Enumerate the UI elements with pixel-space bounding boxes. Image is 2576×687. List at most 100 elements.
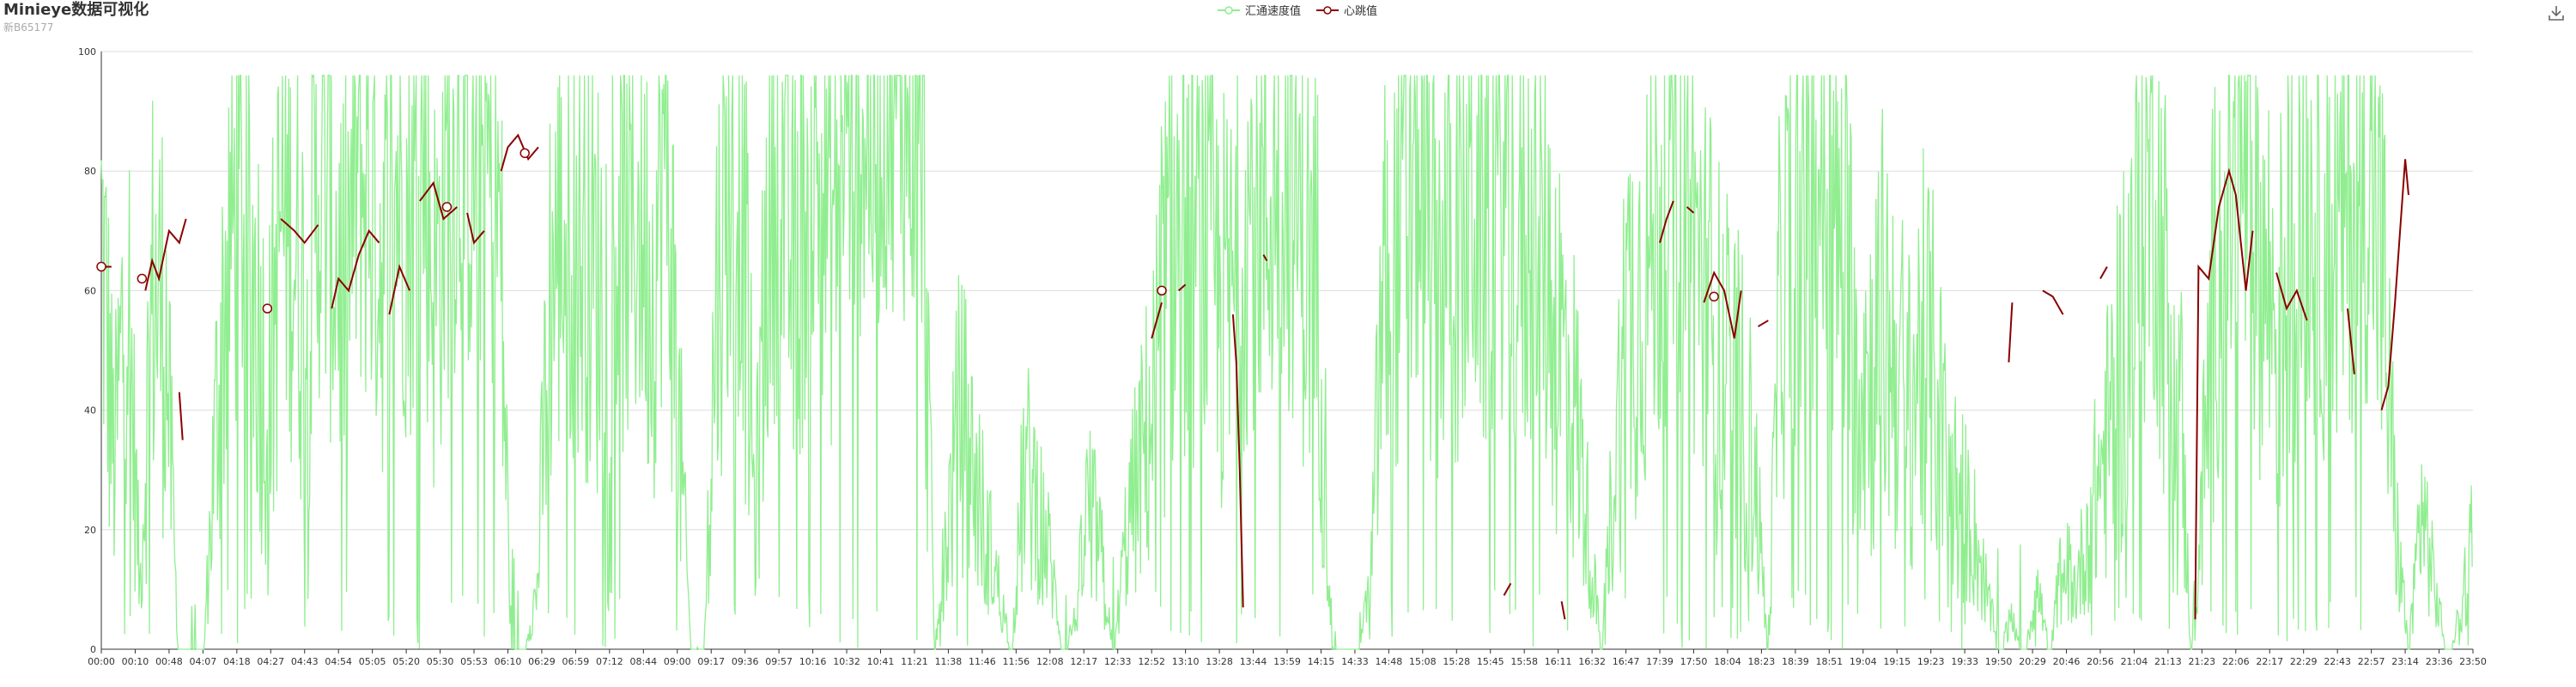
- x-tick-label: 05:20: [392, 656, 420, 667]
- heartbeat-segment: [2194, 167, 2254, 620]
- x-tick-label: 13:10: [1172, 656, 1200, 667]
- x-tick-label: 18:23: [1748, 656, 1776, 667]
- y-tick-label: 100: [78, 46, 96, 58]
- x-tick-label: 12:52: [1138, 656, 1165, 667]
- x-tick-label: 16:32: [1578, 656, 1606, 667]
- x-tick-label: 10:32: [833, 656, 860, 667]
- x-tick-label: 00:00: [88, 656, 115, 667]
- legend-label-heartbeat: 心跳值: [1344, 5, 1378, 18]
- x-tick-label: 23:50: [2459, 656, 2487, 667]
- heartbeat-segment: [2380, 159, 2409, 410]
- heartbeat-segment: [1686, 206, 1695, 214]
- x-tick-label: 11:46: [969, 656, 996, 667]
- x-tick-label: 10:16: [799, 656, 827, 667]
- x-tick-label: 13:28: [1206, 656, 1233, 667]
- x-tick-label: 20:56: [2087, 656, 2114, 667]
- heartbeat-segment: [1757, 319, 1769, 328]
- heartbeat-segment: [2008, 302, 2014, 362]
- heartbeat-segment: [144, 218, 187, 291]
- x-tick-label: 23:14: [2391, 656, 2419, 667]
- heartbeat-segment: [2275, 272, 2308, 321]
- x-tick-label: 22:29: [2290, 656, 2318, 667]
- chart-header: Minieye数据可视化 新B65177: [3, 0, 149, 34]
- y-tick-label: 60: [84, 285, 96, 296]
- x-tick-label: 00:48: [155, 656, 183, 667]
- x-tick-label: 21:23: [2188, 656, 2215, 667]
- x-tick-label: 19:04: [1850, 656, 1877, 667]
- x-tick-label: 17:39: [1646, 656, 1674, 667]
- x-tick-label: 05:53: [460, 656, 488, 667]
- x-tick-label: 19:50: [1985, 656, 2013, 667]
- heartbeat-segment: [2347, 308, 2355, 374]
- legend-label-speed: 汇通速度值: [1245, 5, 1302, 18]
- x-tick-label: 04:27: [257, 656, 284, 667]
- series-speed: [100, 73, 2473, 651]
- x-tick-label: 12:08: [1036, 656, 1064, 667]
- chart-legend: 汇通速度值 心跳值: [1218, 2, 1377, 18]
- x-tick-label: 22:17: [2256, 656, 2283, 667]
- x-tick-label: 12:17: [1070, 656, 1097, 667]
- heartbeat-segment: [1262, 254, 1268, 262]
- heartbeat-segment: [1659, 200, 1674, 243]
- heartbeat-point: [1157, 285, 1167, 296]
- x-tick-label: 19:33: [1951, 656, 1978, 667]
- series-heartbeat: [101, 133, 2409, 620]
- download-icon[interactable]: [2547, 3, 2566, 22]
- x-tick-label: 04:18: [223, 656, 251, 667]
- x-tick-label: 08:44: [629, 656, 657, 667]
- heartbeat-segment: [500, 133, 539, 172]
- heartbeat-segment: [178, 392, 184, 441]
- x-tick-label: 20:46: [2053, 656, 2081, 667]
- heartbeat-segment: [1560, 601, 1566, 620]
- x-tick-label: 11:38: [935, 656, 963, 667]
- heartbeat-segment: [1178, 283, 1187, 292]
- x-tick-label: 04:07: [190, 656, 217, 667]
- legend-item-heartbeat[interactable]: 心跳值: [1316, 2, 1377, 18]
- x-tick-label: 15:08: [1409, 656, 1437, 667]
- x-tick-label: 09:57: [765, 656, 793, 667]
- x-tick-label: 22:43: [2324, 656, 2351, 667]
- axis-layer: 0 20 40 60 80 100 00:00 00:10 00:48 04:07 04:18 04:…: [78, 46, 2487, 667]
- x-tick-label: 06:29: [528, 656, 556, 667]
- x-tick-label: 17:50: [1680, 656, 1708, 667]
- heartbeat-segment: [466, 212, 485, 245]
- heartbeat-point: [441, 202, 453, 212]
- x-tick-label: 22:06: [2222, 656, 2250, 667]
- heartbeat-segment: [1151, 302, 1163, 339]
- heartbeat-point: [96, 261, 106, 272]
- y-tick-label: 40: [84, 405, 96, 416]
- chart-title: Minieye数据可视化: [3, 1, 149, 19]
- x-tick-label: 23:36: [2426, 656, 2453, 667]
- speed-line: [100, 73, 2473, 651]
- y-tick-label: 80: [84, 166, 96, 177]
- heartbeat-segment: [280, 218, 319, 245]
- x-tick-label: 14:15: [1308, 656, 1335, 667]
- x-tick-label: 22:57: [2358, 656, 2385, 667]
- x-tick-label: 06:10: [495, 656, 522, 667]
- x-tick-label: 21:13: [2154, 656, 2182, 667]
- x-tick-label: 15:28: [1443, 656, 1470, 667]
- chart-subtitle: 新B65177: [3, 21, 54, 33]
- heartbeat-point: [137, 273, 148, 284]
- x-tick-label: 19:23: [1917, 656, 1945, 667]
- x-tick-label: 00:10: [122, 656, 149, 667]
- heartbeat-segment: [388, 264, 411, 315]
- marker-layer: [96, 148, 1719, 314]
- legend-item-speed[interactable]: 汇通速度值: [1218, 2, 1301, 18]
- x-tick-label: 12:33: [1104, 656, 1132, 667]
- heartbeat-point: [1709, 291, 1719, 302]
- heartbeat-segment: [1231, 314, 1244, 608]
- legend-swatch-speed: [1218, 5, 1240, 15]
- x-tick-label: 11:56: [1002, 656, 1030, 667]
- heartbeat-segment: [331, 228, 380, 309]
- heartbeat-segment: [1703, 271, 1742, 339]
- x-tick-label: 18:04: [1714, 656, 1741, 667]
- x-tick-label: 05:05: [359, 656, 386, 667]
- y-tick-label: 0: [90, 644, 96, 655]
- x-tick-label: 09:00: [664, 656, 691, 667]
- heartbeat-segment: [2099, 266, 2108, 279]
- y-tick-label: 20: [84, 525, 96, 536]
- x-tick-label: 06:59: [562, 656, 590, 667]
- x-tick-label: 18:39: [1782, 656, 1809, 667]
